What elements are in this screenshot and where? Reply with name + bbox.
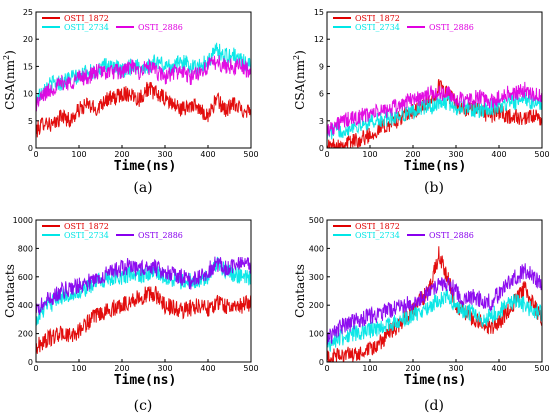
y-tick-label: 0 bbox=[28, 358, 33, 367]
y-tick-label: 600 bbox=[18, 273, 33, 282]
y-tick-label: 25 bbox=[23, 8, 33, 17]
y-tick-label: 400 bbox=[18, 301, 33, 310]
plot-frame bbox=[326, 11, 543, 149]
y-tick-label: 1000 bbox=[13, 216, 33, 225]
y-tick-label: 400 bbox=[309, 244, 324, 253]
x-tick-label: 0 bbox=[324, 364, 329, 373]
y-tick-label: 0 bbox=[28, 144, 33, 153]
x-tick-label: 100 bbox=[71, 364, 86, 373]
y-tick-label: 0 bbox=[319, 144, 324, 153]
x-tick-label: 300 bbox=[448, 364, 463, 373]
panel-label: (a) bbox=[133, 180, 152, 196]
plot-frame bbox=[326, 219, 543, 363]
y-tick-label: 5 bbox=[28, 117, 33, 126]
y-tick-label: 12 bbox=[314, 35, 324, 44]
y-tick-label: 0 bbox=[319, 358, 324, 367]
panel-label: (c) bbox=[134, 398, 153, 414]
y-tick-label: 15 bbox=[314, 8, 324, 17]
series-line-osti_2734 bbox=[327, 289, 542, 352]
y-tick-label: 100 bbox=[309, 330, 324, 339]
panel-label: (d) bbox=[424, 398, 444, 414]
legend-label: OSTI_2734 bbox=[64, 23, 109, 32]
x-tick-label: 400 bbox=[200, 364, 215, 373]
chart-panel-d: 0 100 200 300 400 500 0 100 200 300 400 500 OSTI_187… bbox=[293, 216, 550, 414]
x-axis-label: Time(ns) bbox=[114, 159, 177, 174]
y-axis-label: CSA(nm2) bbox=[2, 50, 17, 110]
series-line-osti_2886 bbox=[36, 55, 251, 112]
series-line-osti_2886 bbox=[327, 81, 542, 138]
x-tick-label: 0 bbox=[33, 150, 38, 159]
x-tick-label: 400 bbox=[491, 364, 506, 373]
y-tick-label: 3 bbox=[319, 117, 324, 126]
x-axis-label: Time(ns) bbox=[404, 159, 467, 174]
series-group bbox=[36, 256, 251, 354]
x-tick-label: 300 bbox=[448, 150, 463, 159]
series-group bbox=[327, 246, 542, 362]
y-tick-label: 500 bbox=[309, 216, 324, 225]
series-line-osti_2734 bbox=[36, 42, 251, 103]
legend-label: OSTI_2734 bbox=[64, 231, 109, 240]
legend-label: OSTI_1872 bbox=[64, 222, 109, 231]
y-axis-label: Contacts bbox=[3, 264, 17, 318]
x-tick-label: 100 bbox=[362, 150, 377, 159]
y-axis-label: CSA(nm2) bbox=[292, 50, 307, 110]
series-line-osti_1872 bbox=[36, 81, 251, 138]
y-axis-label: Contacts bbox=[293, 264, 307, 318]
series-line-osti_2886 bbox=[36, 256, 251, 315]
legend-label: OSTI_1872 bbox=[64, 14, 109, 23]
chart-panel-c: 0 100 200 300 400 500 0 200 400 600 800 1000 OSTI_18… bbox=[3, 216, 259, 414]
x-tick-label: 100 bbox=[71, 150, 86, 159]
y-tick-label: 10 bbox=[23, 90, 33, 99]
x-axis-label: Time(ns) bbox=[114, 373, 177, 388]
x-tick-label: 400 bbox=[200, 150, 215, 159]
x-tick-label: 300 bbox=[157, 150, 172, 159]
x-tick-label: 0 bbox=[324, 150, 329, 159]
plot-frame bbox=[35, 11, 252, 149]
plot-frame bbox=[35, 219, 252, 363]
legend-label: OSTI_2886 bbox=[429, 231, 474, 240]
x-tick-label: 500 bbox=[243, 150, 258, 159]
series-group bbox=[36, 42, 251, 138]
y-tick-label: 200 bbox=[309, 301, 324, 310]
y-tick-label: 9 bbox=[319, 62, 324, 71]
y-tick-label: 6 bbox=[319, 90, 324, 99]
legend-label: OSTI_2886 bbox=[138, 231, 183, 240]
series-line-osti_1872 bbox=[327, 78, 542, 148]
chart-panel-b: 0 100 200 300 400 500 0 3 6 9 12 15 OSTI_1872OSTI_27… bbox=[292, 8, 550, 196]
x-tick-label: 200 bbox=[114, 364, 129, 373]
x-tick-label: 0 bbox=[33, 364, 38, 373]
legend-label: OSTI_1872 bbox=[355, 14, 400, 23]
x-tick-label: 500 bbox=[534, 364, 549, 373]
y-tick-label: 300 bbox=[309, 273, 324, 282]
y-tick-label: 800 bbox=[18, 244, 33, 253]
x-tick-label: 200 bbox=[405, 364, 420, 373]
series-group bbox=[327, 78, 542, 148]
x-tick-label: 200 bbox=[114, 150, 129, 159]
x-tick-label: 100 bbox=[362, 364, 377, 373]
legend-label: OSTI_1872 bbox=[355, 222, 400, 231]
chart-panel-a: 0 100 200 300 400 5000510152025OSTI_1872OSTI_… bbox=[2, 8, 259, 196]
y-tick-label: 200 bbox=[18, 330, 33, 339]
x-tick-label: 400 bbox=[491, 150, 506, 159]
legend-label: OSTI_2734 bbox=[355, 231, 400, 240]
x-tick-label: 500 bbox=[534, 150, 549, 159]
panel-label: (b) bbox=[424, 180, 444, 196]
legend-label: OSTI_2734 bbox=[355, 23, 400, 32]
x-tick-label: 500 bbox=[243, 364, 258, 373]
x-tick-label: 300 bbox=[157, 364, 172, 373]
legend-label: OSTI_2886 bbox=[429, 23, 474, 32]
y-tick-label: 15 bbox=[23, 62, 33, 71]
series-line-osti_1872 bbox=[36, 285, 251, 354]
x-axis-label: Time(ns) bbox=[404, 373, 467, 388]
legend-label: OSTI_2886 bbox=[138, 23, 183, 32]
series-line-osti_1872 bbox=[327, 246, 542, 362]
y-tick-label: 20 bbox=[23, 35, 33, 44]
series-line-osti_2886 bbox=[327, 263, 542, 345]
x-tick-label: 200 bbox=[405, 150, 420, 159]
